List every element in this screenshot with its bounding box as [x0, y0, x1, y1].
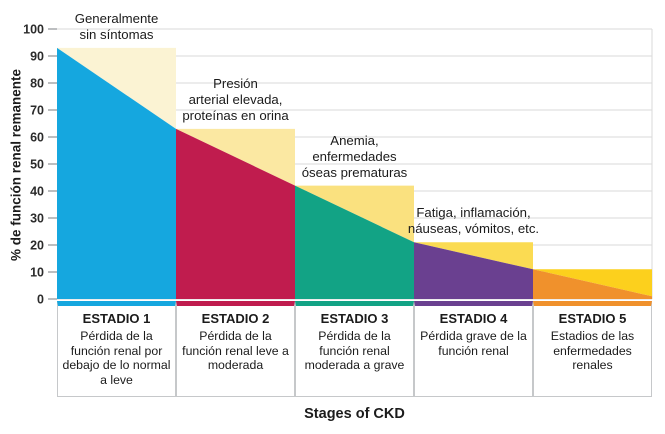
annotation-stage-1: Generalmente sin síntomas — [75, 11, 159, 43]
stage-box-3: ESTADIO 3 Pérdida de la función renal mod… — [295, 301, 414, 397]
annotation-line: arterial elevada, — [188, 91, 283, 107]
function-area-stage-4 — [414, 242, 533, 299]
annotation-line: náuseas, vómitos, etc. — [407, 221, 540, 237]
annotation-line: proteínas en orina — [182, 107, 289, 123]
y-tick-label-0: 0 — [37, 293, 44, 307]
annotation-line: Fatiga, inflamación, — [416, 205, 531, 221]
y-tick-label-10: 10 — [30, 266, 44, 280]
stage-title: ESTADIO 1 — [82, 311, 151, 326]
stage-title: ESTADIO 5 — [558, 311, 627, 326]
function-area-stage-5 — [533, 269, 652, 299]
annotation-line: Anemia, — [330, 132, 379, 148]
stage-box-2: ESTADIO 2 Pérdida de la función renal lev… — [176, 301, 295, 397]
stage-box-4: ESTADIO 4 Pérdida grave de la función ren… — [414, 301, 533, 397]
y-tick-label-50: 50 — [30, 158, 44, 172]
y-tick-label-20: 20 — [30, 239, 44, 253]
stage-description: Pérdida de la función renal por debajo d… — [62, 329, 171, 387]
y-tick-label-80: 80 — [30, 77, 44, 91]
stage-description: Pérdida grave de la función renal — [420, 329, 527, 358]
annotation-line: óseas prematuras — [301, 164, 408, 180]
function-area-stage-1 — [57, 47, 176, 300]
stage-box-5: ESTADIO 5 Estadios de las enfermedades re… — [533, 301, 652, 397]
stage-title: ESTADIO 4 — [439, 311, 508, 326]
y-tick-label-60: 60 — [30, 131, 44, 145]
x-axis-label: Stages of CKD — [304, 406, 405, 422]
stage-title: ESTADIO 2 — [201, 311, 270, 326]
y-tick-label-70: 70 — [30, 104, 44, 118]
stage-description: Estadios de las enfermedades renales — [550, 329, 635, 372]
y-tick-label-100: 100 — [23, 23, 44, 37]
symptom-band-stage-3 — [295, 185, 414, 243]
symptom-band-stage-4 — [414, 242, 533, 270]
y-tick-label-30: 30 — [30, 212, 44, 226]
symptom-band-stage-1 — [57, 47, 176, 129]
y-tick-label-90: 90 — [30, 50, 44, 64]
annotation-line: sin síntomas — [79, 26, 154, 42]
annotation-line: enfermedades — [312, 148, 397, 164]
stage-description: Pérdida de la función renal moderada a g… — [304, 329, 405, 372]
stage-box-1: ESTADIO 1 Pérdida de la función renal por… — [57, 301, 176, 397]
annotation-stage-2: Presión arterial elevada, proteínas en ori… — [182, 76, 288, 124]
annotation-stage-4: Fatiga, inflamación, náuseas, vómitos, et… — [408, 205, 539, 237]
annotation-stage-3: Anemia, enfermedades óseas prematuras — [302, 133, 408, 181]
function-area-stage-2 — [176, 128, 295, 299]
annotation-line: Presión — [213, 75, 258, 91]
annotation-line: Generalmente — [74, 10, 159, 26]
function-area-stage-3 — [295, 185, 414, 299]
stage-description: Pérdida de la función renal leve a moder… — [182, 329, 289, 372]
y-tick-label-40: 40 — [30, 185, 44, 199]
stage-title: ESTADIO 3 — [320, 311, 389, 326]
